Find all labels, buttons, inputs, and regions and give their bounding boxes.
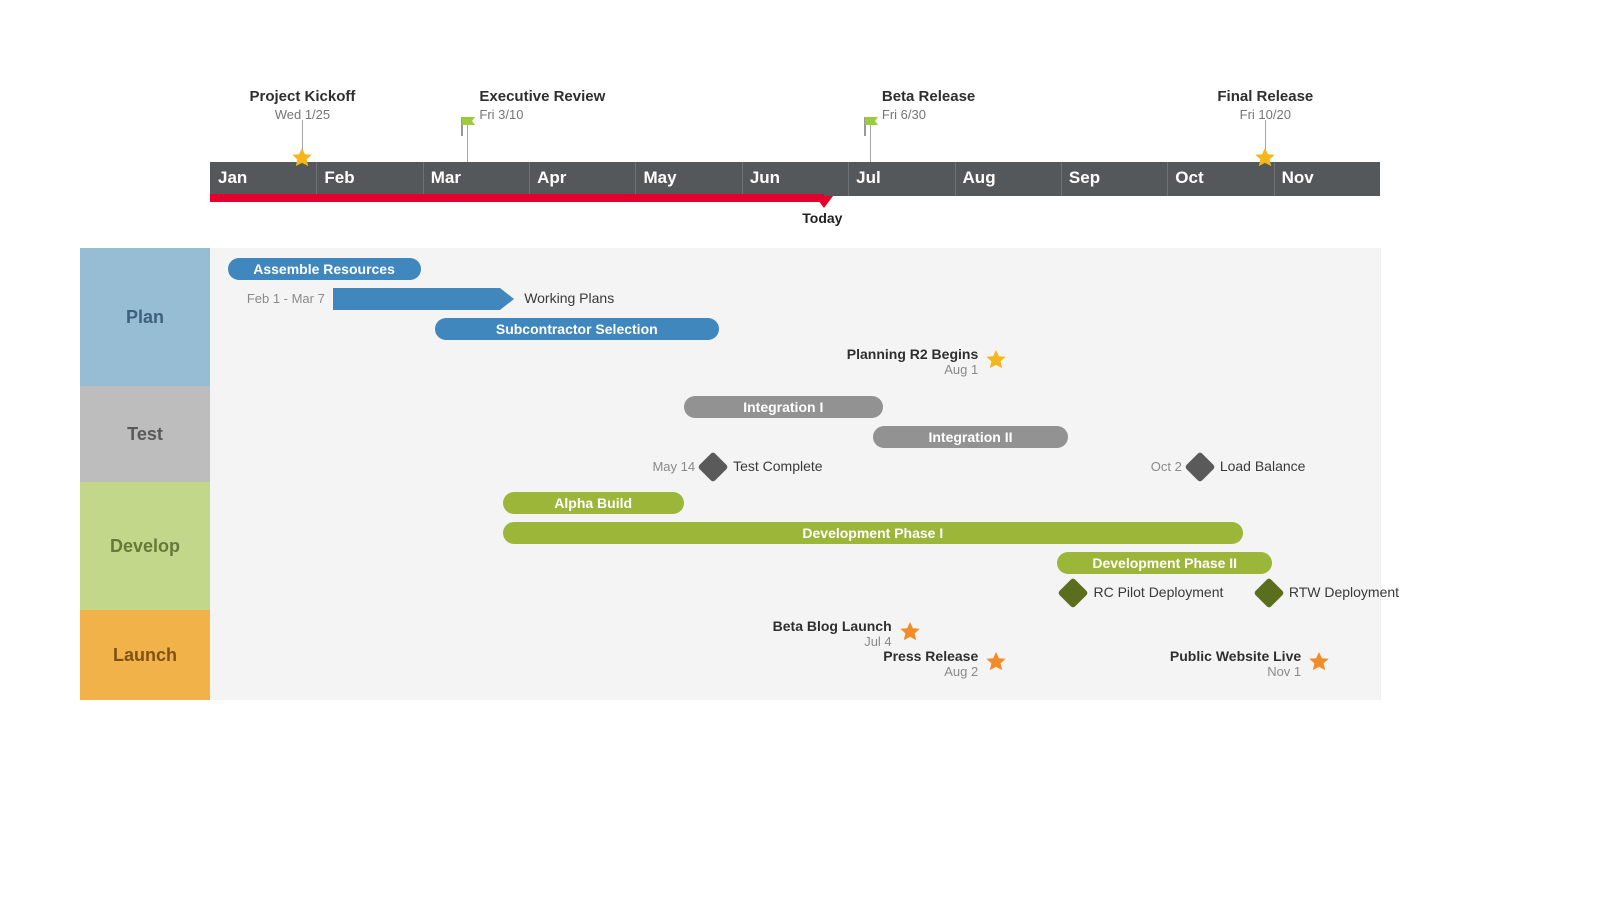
month-label: Oct (1175, 168, 1203, 188)
task-bar: Development Phase II (1057, 552, 1272, 574)
task-bar: Assemble Resources (228, 258, 421, 280)
milestone-date: Aug 2 (883, 664, 978, 679)
milestone-inline: Press ReleaseAug 2 (883, 648, 978, 679)
milestone-title: Beta Blog Launch (773, 618, 892, 634)
swimlane-header: Launch (80, 610, 210, 700)
milestone-label: RTW Deployment (1289, 584, 1399, 600)
task-bar: Alpha Build (503, 492, 684, 514)
month-label: Mar (431, 168, 461, 188)
diamond-icon (702, 456, 724, 478)
task-date: Feb 1 - Mar 7 (233, 291, 325, 306)
flag-icon (860, 114, 884, 138)
month-label: Jul (856, 168, 881, 188)
milestone-title: Executive Review (479, 88, 605, 105)
milestone-title: Planning R2 Begins (847, 346, 978, 362)
milestone-title: Press Release (883, 648, 978, 664)
star-icon (1253, 146, 1277, 170)
swimlane-header: Develop (80, 482, 210, 610)
milestone-date: Fri 10/20 (1217, 107, 1313, 122)
month-label: May (643, 168, 676, 188)
milestone-date: Nov 1 (1170, 664, 1301, 679)
month-label: Feb (324, 168, 354, 188)
milestone-title: Final Release (1217, 88, 1313, 105)
month-label: Sep (1069, 168, 1100, 188)
task-bar (333, 288, 514, 310)
milestone-top: Project Kickoff Wed 1/25 (249, 88, 355, 122)
star-icon (1307, 650, 1331, 674)
month-label: Jun (750, 168, 780, 188)
month-label: Nov (1282, 168, 1314, 188)
task-bar: Development Phase I (503, 522, 1244, 544)
milestone-date: Jul 4 (773, 634, 892, 649)
grid-line (1380, 248, 1381, 700)
today-label: Today (802, 210, 842, 226)
task-label: Working Plans (524, 290, 614, 306)
milestone-title: Beta Release (882, 88, 975, 105)
milestone-date: May 14 (623, 459, 695, 474)
milestone-label: Test Complete (733, 458, 822, 474)
milestone-inline: Public Website LiveNov 1 (1170, 648, 1301, 679)
milestone-inline: Beta Blog LaunchJul 4 (773, 618, 892, 649)
milestone-label: RC Pilot Deployment (1093, 584, 1223, 600)
elapsed-bar (210, 194, 824, 202)
today-icon (815, 196, 833, 208)
milestone-title: Project Kickoff (249, 88, 355, 105)
milestone-top: Beta Release Fri 6/30 (882, 88, 975, 122)
month-label: Jan (218, 168, 247, 188)
swimlane-header: Test (80, 386, 210, 482)
task-bar: Integration I (684, 396, 883, 418)
milestone-date: Fri 3/10 (479, 107, 605, 122)
swimlane-title: Develop (110, 536, 180, 557)
milestone-top: Executive Review Fri 3/10 (479, 88, 605, 122)
diamond-icon (1258, 582, 1280, 604)
swimlane-title: Plan (126, 307, 164, 328)
diamond-icon (1189, 456, 1211, 478)
star-icon (984, 348, 1008, 372)
milestone-top: Final Release Fri 10/20 (1217, 88, 1313, 122)
flag-icon (457, 114, 481, 138)
star-icon (290, 146, 314, 170)
swimlane-title: Test (127, 424, 163, 445)
milestone-inline: Planning R2 BeginsAug 1 (847, 346, 978, 377)
star-icon (898, 620, 922, 644)
swimlane-header: Plan (80, 248, 210, 386)
task-bar: Integration II (873, 426, 1067, 448)
milestone-title: Public Website Live (1170, 648, 1301, 664)
month-label: Apr (537, 168, 566, 188)
milestone-date: Wed 1/25 (249, 107, 355, 122)
star-icon (984, 650, 1008, 674)
milestone-date: Oct 2 (1110, 459, 1182, 474)
diamond-icon (1062, 582, 1084, 604)
month-label: Aug (963, 168, 996, 188)
milestone-date: Fri 6/30 (882, 107, 975, 122)
milestone-label: Load Balance (1220, 458, 1306, 474)
swimlane-title: Launch (113, 645, 177, 666)
month-header: Jan Feb Mar Apr May Jun Jul Aug Sep Oct Nov (210, 162, 1380, 196)
task-bar: Subcontractor Selection (435, 318, 719, 340)
milestone-date: Aug 1 (847, 362, 978, 377)
